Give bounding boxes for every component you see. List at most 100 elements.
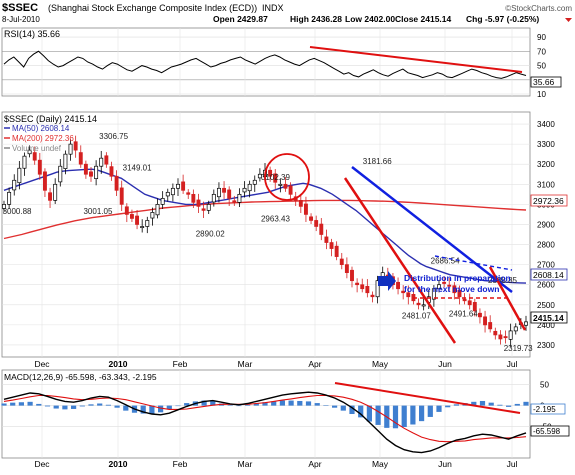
- candle-body: [160, 198, 165, 205]
- price-last-label: 2415.14: [533, 313, 564, 323]
- down-arrow-icon: [565, 18, 572, 22]
- index-name: (Shanghai Stock Exchange Composite Index…: [48, 3, 257, 13]
- price-y-tick: 3300: [537, 140, 555, 149]
- macd-hist-bar: [175, 405, 181, 407]
- candle-body: [442, 281, 447, 284]
- macd-hist-bar: [27, 401, 33, 406]
- candle-body: [196, 199, 201, 207]
- x-tick-label: Mar: [238, 459, 253, 469]
- candle-body: [452, 285, 457, 294]
- macd-hist-bar: [166, 405, 172, 410]
- rsi-title: RSI(14) 35.66: [4, 29, 60, 39]
- candle-body: [498, 334, 503, 340]
- macd-y-tick: 50: [540, 381, 549, 390]
- candle-body: [503, 336, 508, 339]
- candle-body: [401, 290, 406, 294]
- x-tick-label: Jun: [438, 459, 452, 469]
- price-y-tick: 3400: [537, 120, 555, 129]
- candle-body: [324, 236, 329, 243]
- macd-hist-bar: [53, 405, 59, 409]
- rsi-y-tick: 90: [537, 33, 546, 42]
- candle-body: [421, 304, 426, 307]
- candle-body: [22, 155, 27, 169]
- macd-panel: MACD(12,26,9) -65.598, -63.343, -2.195 5…: [1, 369, 570, 459]
- blue-downtrend-line: [351, 166, 513, 293]
- candle-body: [83, 163, 88, 175]
- macd-hist-bar: [401, 405, 407, 428]
- candle-body: [7, 191, 12, 205]
- candle-body: [355, 282, 360, 286]
- candle-body: [170, 187, 175, 196]
- candle-body: [365, 285, 370, 294]
- macd-frame: [1, 369, 531, 459]
- candle-body: [232, 200, 237, 203]
- macd-hist-bar: [114, 405, 120, 408]
- price-callout: 2319.73: [504, 344, 533, 353]
- candle-body: [360, 284, 365, 290]
- rsi-current-label: 35.66: [533, 77, 555, 87]
- x-tick-label: Jul: [507, 359, 518, 369]
- macd-hist-bar: [506, 405, 512, 407]
- x-tick-label: Feb: [173, 359, 188, 369]
- x-tick-label: 2010: [109, 359, 128, 369]
- x-tick-label: Apr: [308, 359, 321, 369]
- open-label: Open 2429.87: [213, 14, 268, 24]
- price-callout: 2963.43: [261, 215, 290, 224]
- candle-body: [181, 181, 186, 191]
- date-label: 8-Jul-2010: [2, 15, 40, 24]
- candle-body: [493, 330, 498, 336]
- candle-body: [288, 185, 293, 195]
- macd-hist-bar: [392, 405, 399, 429]
- macd-hist-bar: [245, 404, 251, 406]
- candle-body: [176, 183, 180, 189]
- candle-body: [2, 204, 6, 209]
- macd-hist-bar: [523, 401, 529, 406]
- candle-body: [406, 292, 411, 298]
- candle-body: [73, 141, 78, 151]
- candle-body: [17, 167, 22, 184]
- candle-body: [237, 193, 242, 203]
- x-tick-label: Dec: [34, 459, 50, 469]
- candle-body: [206, 204, 211, 211]
- macd-line: [3, 391, 527, 454]
- candle-body: [303, 203, 308, 215]
- legend-label: MA(50) 2608.14: [12, 124, 70, 133]
- price-callout: 2890.02: [196, 229, 225, 238]
- macd-hist-bar: [514, 403, 520, 406]
- arrow-right-icon: [378, 271, 396, 291]
- candle-body: [252, 179, 257, 185]
- macd-hist-bar: [62, 405, 68, 410]
- candle-body: [124, 206, 129, 215]
- candle-body: [201, 208, 206, 211]
- x-tick-label: Mar: [238, 359, 253, 369]
- candle-body: [63, 153, 68, 169]
- candle-body: [150, 212, 155, 219]
- x-tick-label: Dec: [34, 359, 50, 369]
- x-tick-label: May: [372, 359, 389, 369]
- ma200-line: [3, 199, 527, 240]
- ma50-last-label: 2608.14: [533, 270, 564, 280]
- red-falling-wedge-lower: [343, 177, 457, 344]
- candle-body: [104, 155, 109, 165]
- macd-hist-bar: [271, 401, 277, 406]
- candle-body: [524, 321, 528, 326]
- candle-body: [58, 165, 63, 183]
- candle-body: [32, 152, 37, 161]
- candle-body: [216, 187, 221, 198]
- price-callout: 3149.01: [123, 163, 152, 172]
- candle-body: [298, 200, 303, 207]
- watermark: ©StockCharts.com: [505, 4, 572, 13]
- candle-body: [457, 289, 462, 298]
- rsi-current-box: [530, 76, 562, 88]
- macd-hist-bar: [279, 400, 285, 406]
- price-y-tick: 3200: [537, 160, 555, 169]
- macd-title: MACD(12,26,9) -65.598, -63.343, -2.195: [4, 372, 157, 382]
- candle-body: [165, 191, 170, 197]
- candle-body: [68, 143, 73, 155]
- macd-hist-bar: [314, 403, 320, 406]
- candle-body: [257, 173, 262, 179]
- price-callout: 3306.75: [99, 132, 128, 141]
- candle-body: [416, 302, 421, 306]
- candle-body: [513, 326, 518, 332]
